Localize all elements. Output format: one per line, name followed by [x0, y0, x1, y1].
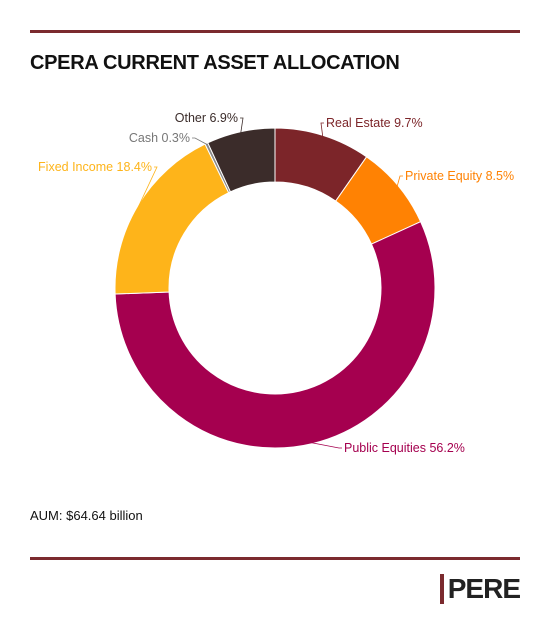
label-leaders	[138, 117, 403, 449]
leader-cash	[192, 137, 208, 145]
logo-bar	[439, 574, 444, 604]
leader-fixed-income	[138, 166, 158, 207]
chart-title: CPERA CURRENT ASSET ALLOCATION	[30, 52, 400, 74]
pere-logo: PERE	[439, 573, 521, 604]
leader-real-estate	[320, 122, 324, 137]
label-public-equities: Public Equities 56.2%	[344, 441, 465, 455]
slice-public-equities	[114, 221, 436, 449]
leader-other	[240, 117, 244, 133]
label-fixed-income: Fixed Income 18.4%	[38, 160, 152, 174]
donut-slices	[114, 127, 436, 449]
logo-text: PERE	[447, 573, 521, 604]
leader-public-equities	[311, 442, 342, 449]
aum-note: AUM: $64.64 billion	[30, 508, 143, 523]
label-real-estate: Real Estate 9.7%	[326, 116, 423, 130]
label-cash: Cash 0.3%	[129, 131, 190, 145]
top-rule	[30, 30, 520, 33]
leader-private-equity	[396, 175, 403, 187]
slice-other	[207, 127, 276, 193]
label-other: Other 6.9%	[175, 111, 238, 125]
slice-labels: Real Estate 9.7% Private Equity 8.5% Publi…	[38, 111, 514, 455]
label-private-equity: Private Equity 8.5%	[405, 169, 514, 183]
bottom-rule	[30, 557, 520, 560]
